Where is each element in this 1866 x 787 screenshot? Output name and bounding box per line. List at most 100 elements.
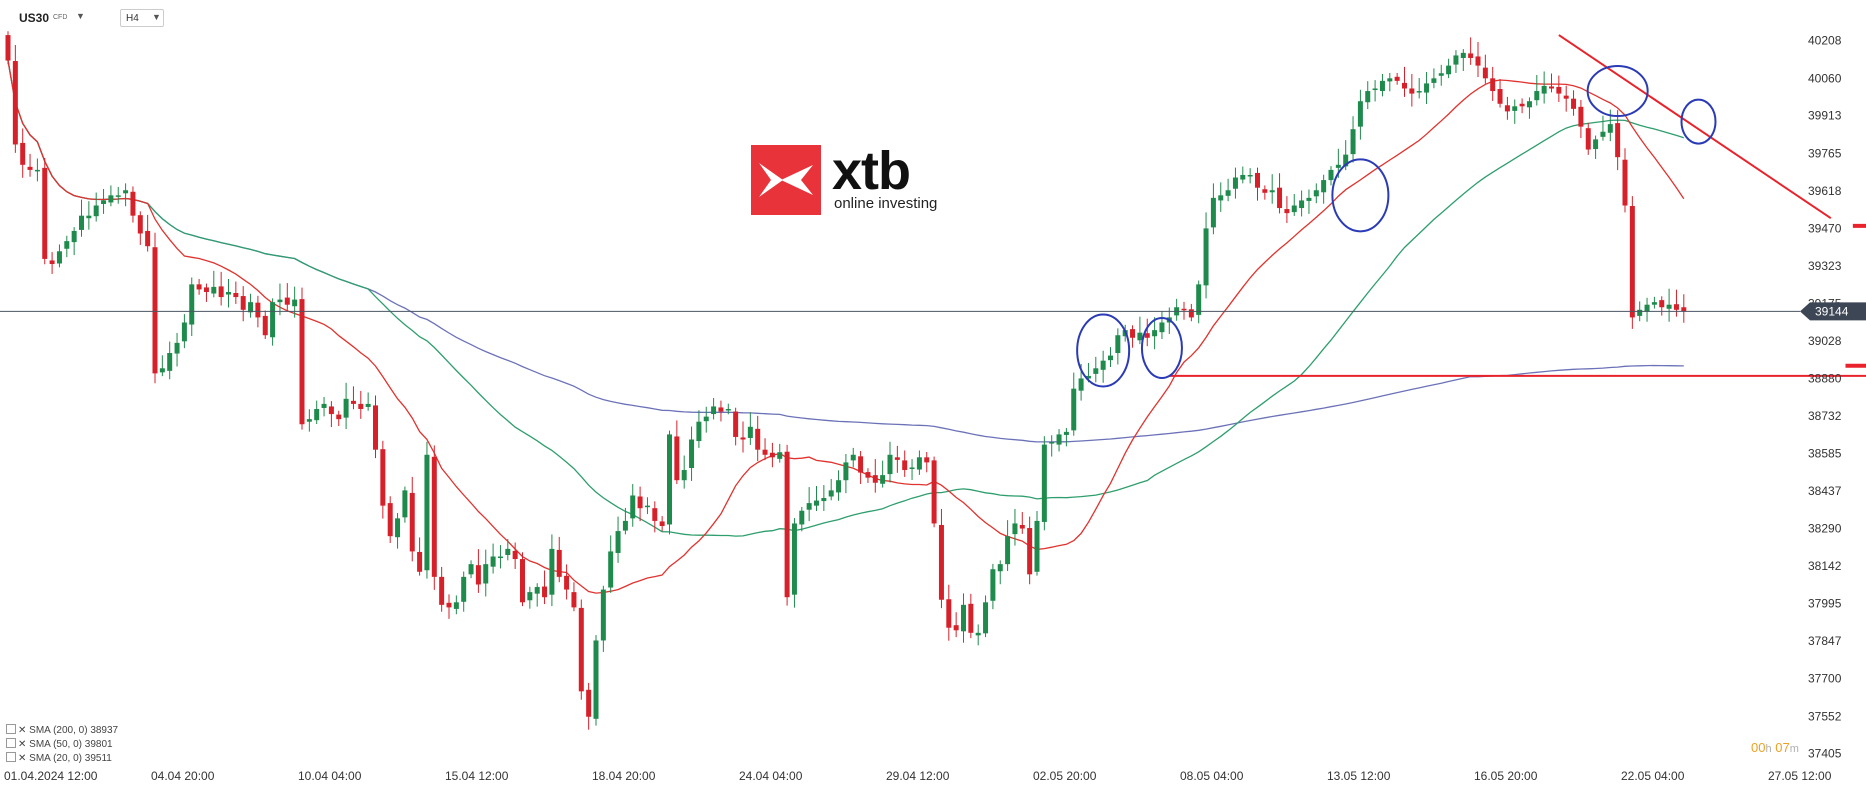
candle-body bbox=[189, 284, 195, 325]
candle-body bbox=[240, 296, 246, 310]
candle-body bbox=[1056, 434, 1062, 445]
candle-body bbox=[1556, 86, 1562, 94]
candle-body bbox=[461, 576, 467, 602]
candle-body bbox=[1299, 200, 1305, 209]
candle-body bbox=[1277, 187, 1283, 209]
candle-body bbox=[1027, 528, 1033, 575]
candle-body bbox=[424, 454, 430, 571]
candle-body bbox=[1049, 442, 1055, 444]
countdown-hours: 00 bbox=[1751, 740, 1766, 755]
candle-body bbox=[115, 195, 121, 197]
y-tick-label: 37405 bbox=[1808, 747, 1842, 761]
candle-body bbox=[358, 403, 364, 409]
indicator-icon bbox=[6, 752, 16, 762]
candle-body bbox=[1593, 139, 1599, 150]
candle-body bbox=[1269, 190, 1275, 193]
blue-circle-marker bbox=[1076, 313, 1131, 388]
candle-body bbox=[439, 576, 445, 605]
candle-body bbox=[299, 299, 305, 425]
candle-body bbox=[1482, 67, 1488, 79]
candle-body bbox=[167, 353, 173, 371]
x-tick-label: 27.05 12:00 bbox=[1768, 769, 1832, 783]
candle-body bbox=[916, 457, 922, 470]
candle-body bbox=[1431, 78, 1437, 83]
symbol-label[interactable]: US30 bbox=[19, 11, 50, 25]
candle-body bbox=[321, 403, 327, 408]
candle-body bbox=[373, 405, 378, 450]
candle-body bbox=[255, 302, 261, 318]
candle-body bbox=[453, 602, 459, 609]
candle-body bbox=[571, 592, 577, 608]
candle-body bbox=[1512, 106, 1518, 111]
candle-body bbox=[1181, 308, 1187, 311]
candle-body bbox=[872, 475, 878, 483]
candle-body bbox=[211, 286, 217, 294]
x-tick-label: 29.04 12:00 bbox=[886, 769, 950, 783]
candle-body bbox=[1108, 355, 1113, 361]
candle-body bbox=[747, 426, 753, 438]
candle-body bbox=[1541, 85, 1547, 94]
candle-body bbox=[725, 408, 731, 411]
candle-body bbox=[799, 510, 805, 525]
candle-body bbox=[1615, 123, 1621, 158]
candle-body bbox=[475, 565, 481, 585]
candle-body bbox=[505, 548, 511, 555]
y-tick-label: 40208 bbox=[1808, 34, 1842, 48]
candle-body bbox=[417, 551, 423, 572]
legend-sma-20[interactable]: ✕ SMA (20, 0) 39511 bbox=[6, 752, 112, 764]
candle-body bbox=[1232, 177, 1238, 189]
candle-body bbox=[711, 406, 717, 415]
candle-body bbox=[865, 472, 871, 478]
candle-body bbox=[328, 406, 334, 415]
candle-body bbox=[637, 496, 643, 509]
legend-sma-50[interactable]: ✕ SMA (50, 0) 39801 bbox=[6, 738, 113, 750]
candle-body bbox=[20, 142, 26, 165]
indicator-icon bbox=[6, 738, 16, 748]
candle-body bbox=[791, 523, 797, 595]
candle-body bbox=[1218, 195, 1224, 201]
timeframe-dropdown-icon[interactable]: ▼ bbox=[152, 12, 161, 22]
candle-body bbox=[755, 428, 761, 450]
candle-body bbox=[1549, 86, 1554, 89]
candle-body bbox=[468, 564, 474, 575]
y-tick-label: 39618 bbox=[1808, 184, 1842, 198]
candle-body bbox=[395, 518, 401, 538]
candle-body bbox=[402, 490, 408, 518]
candle-body bbox=[1005, 536, 1011, 565]
candle-body bbox=[586, 689, 592, 717]
x-tick-label: 18.04 20:00 bbox=[592, 769, 656, 783]
current-price-label: 39144 bbox=[1815, 304, 1849, 318]
candle-body bbox=[1078, 378, 1084, 391]
candle-body bbox=[821, 498, 827, 502]
legend-label: SMA (20, 0) bbox=[29, 753, 82, 764]
candle-body bbox=[1100, 360, 1106, 370]
candle-body bbox=[71, 230, 77, 243]
candle-body bbox=[961, 604, 966, 632]
symbol-dropdown-icon[interactable]: ▼ bbox=[76, 11, 85, 21]
candle-body bbox=[270, 302, 276, 338]
candle-body bbox=[1262, 189, 1268, 193]
candle-body bbox=[1659, 300, 1665, 308]
candle-body bbox=[1328, 169, 1334, 181]
candle-body bbox=[784, 451, 790, 598]
candle-body bbox=[689, 439, 695, 468]
candle-body bbox=[843, 462, 849, 481]
candle-body bbox=[718, 407, 724, 412]
legend-sma-200[interactable]: ✕ SMA (200, 0) 38937 bbox=[6, 724, 118, 736]
candle-body bbox=[49, 260, 55, 265]
candle-body bbox=[34, 169, 40, 172]
timeframe-selector[interactable] bbox=[120, 9, 164, 27]
candle-body bbox=[1247, 174, 1253, 177]
x-tick-label: 22.05 04:00 bbox=[1621, 769, 1685, 783]
legend-label: SMA (50, 0) bbox=[29, 739, 82, 750]
candle-body bbox=[248, 302, 254, 313]
timeframe-label[interactable]: H4 bbox=[126, 13, 139, 24]
candle-body bbox=[1504, 105, 1510, 112]
x-tick-label: 08.05 04:00 bbox=[1180, 769, 1244, 783]
candle-body bbox=[86, 215, 92, 219]
candle-body bbox=[1335, 164, 1341, 168]
candle-body bbox=[431, 456, 437, 577]
candle-body bbox=[1453, 55, 1459, 65]
x-tick-label: 04.04 20:00 bbox=[151, 769, 215, 783]
